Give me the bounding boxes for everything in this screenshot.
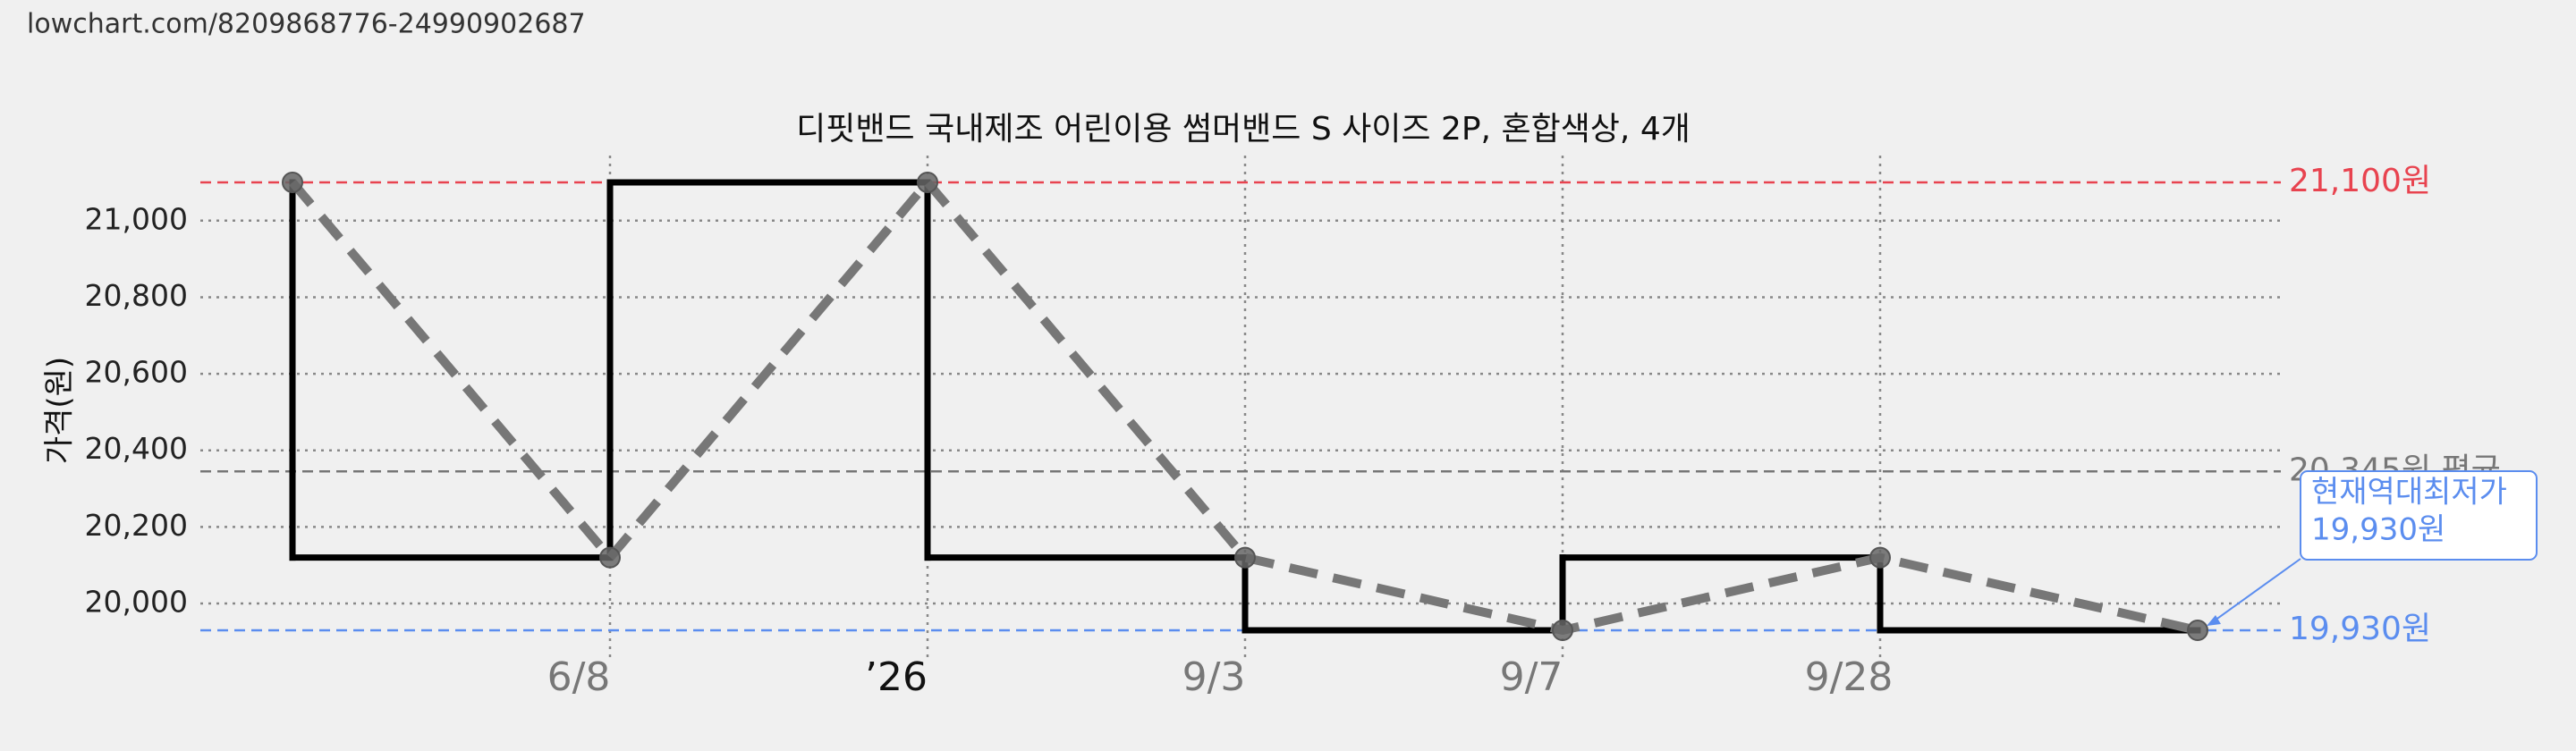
annotation-text: 19,930원 bbox=[2311, 512, 2445, 548]
y-tick-label: 20,400 bbox=[85, 431, 188, 466]
point bbox=[1552, 620, 1573, 642]
y-tick-label: 21,000 bbox=[85, 201, 188, 236]
point bbox=[1869, 546, 1891, 569]
reference-label: 21,100원 bbox=[2289, 163, 2431, 199]
annotation-box bbox=[2300, 470, 2538, 561]
y-tick-label: 20,800 bbox=[85, 278, 188, 313]
source-url: lowchart.com/8209868776-24990902687 bbox=[27, 9, 586, 40]
x-tick-label: 9/3 bbox=[1182, 654, 1246, 700]
annotation-arrowhead bbox=[2207, 615, 2221, 627]
point bbox=[599, 546, 621, 569]
chart-title: 디핏밴드 국내제조 어린이용 썸머밴드 S 사이즈 2P, 혼합색상, 4개 bbox=[796, 111, 1690, 148]
y-axis-label: 가격(원) bbox=[42, 357, 78, 464]
point bbox=[1234, 546, 1256, 569]
x-tick-label: 9/28 bbox=[1805, 654, 1894, 700]
point bbox=[917, 171, 938, 193]
x-tick-label: ’26 bbox=[865, 654, 928, 700]
x-tick-label: 9/7 bbox=[1500, 654, 1563, 700]
y-tick-label: 20,000 bbox=[85, 585, 188, 620]
y-tick-label: 20,200 bbox=[85, 508, 188, 543]
x-tick-label: 6/8 bbox=[547, 654, 611, 700]
point bbox=[2187, 620, 2208, 642]
point bbox=[282, 171, 303, 193]
reference-label: 19,930원 bbox=[2289, 611, 2431, 647]
annotation-arrow bbox=[2207, 558, 2301, 626]
y-tick-label: 20,600 bbox=[85, 355, 188, 390]
annotation-text: 현재역대최저가 bbox=[2311, 475, 2507, 511]
